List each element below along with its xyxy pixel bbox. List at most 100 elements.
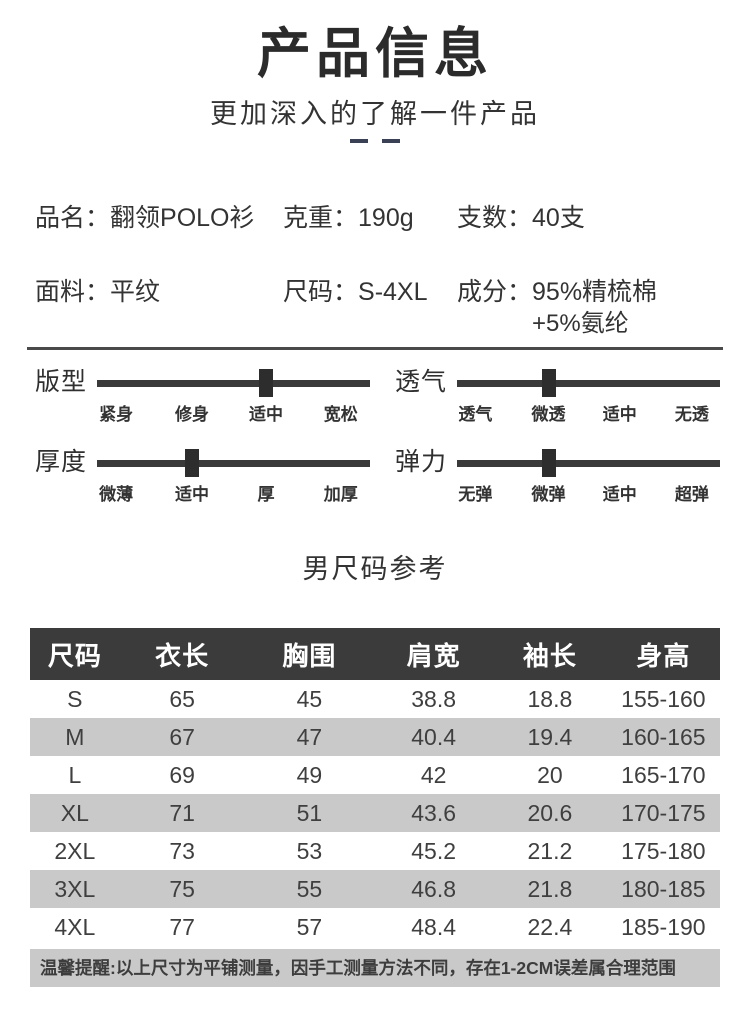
slider-track <box>97 460 370 467</box>
attribute-row: 品名： 翻领POLO衫 克重： 190g 支数： 40支 <box>35 201 720 235</box>
slider-name: 厚度 <box>35 448 88 476</box>
size-cell: 3XL <box>54 875 96 902</box>
slider-tick-label: 厚 <box>257 485 275 504</box>
measurement-cell: 155-160 <box>621 685 706 712</box>
slider-tick-label: 紧身 <box>99 405 134 424</box>
measurement-cell: 22.4 <box>527 913 573 940</box>
slider-fit: 版型 紧身 修身 适中 宽松 <box>25 364 370 444</box>
measurement-cell: 77 <box>169 913 195 940</box>
page-subtitle: 更加深入的了解一件产品 <box>210 99 540 129</box>
attribute-value-line: S-4XL <box>358 278 428 306</box>
table-row: 2XL 73 53 45.2 21.2 175-180 <box>30 832 720 870</box>
measurement-cell: 51 <box>296 799 323 826</box>
attribute-weight: 克重： 190g <box>283 201 457 235</box>
measurement-cell: 47 <box>296 723 323 750</box>
measurement-cell: 55 <box>296 875 323 902</box>
measurement-cell: 180-185 <box>621 875 706 902</box>
measurement-cell: 21.2 <box>527 837 573 864</box>
table-row: 3XL 75 55 46.8 21.8 180-185 <box>30 870 720 908</box>
size-cell: 2XL <box>54 837 96 864</box>
slider-marker[interactable] <box>258 369 273 397</box>
attribute-label: 尺码： <box>283 278 359 306</box>
measurement-cell: 73 <box>169 837 195 864</box>
measurement-cell: 69 <box>169 761 195 788</box>
table-row: 4XL 77 57 48.4 22.4 185-190 <box>30 908 720 946</box>
measurement-cell: 160-165 <box>621 723 706 750</box>
measurement-cell: 19.4 <box>527 723 573 750</box>
attribute-value-line: 40支 <box>532 204 585 232</box>
attribute-product-name: 品名： 翻领POLO衫 <box>35 201 283 235</box>
subtitle-dash <box>382 139 400 143</box>
size-chart-table: 尺码 衣长 胸围 肩宽 袖长 身高 S 65 45 38.8 18.8 155-160 M 67 47 40.… <box>30 628 720 946</box>
attribute-value: 95%精梳棉 +5%氨纶 <box>532 275 657 339</box>
attributes-section: 品名： 翻领POLO衫 克重： 190g 支数： 40支 面料： 平纹 尺码： S-4XL 成分： 9… <box>0 201 750 339</box>
slider-breathability: 透气 透气 微透 适中 无透 <box>385 364 720 444</box>
table-row: XL 71 51 43.6 20.6 170-175 <box>30 794 720 832</box>
attribute-value: 翻领POLO衫 <box>110 201 254 235</box>
measurement-cell: 48.4 <box>411 913 456 940</box>
slider-marker[interactable] <box>185 449 199 477</box>
slider-body: 透气 微透 适中 无透 <box>457 364 720 444</box>
attribute-yarn-count: 支数： 40支 <box>457 201 720 235</box>
attribute-value-line: +5%氨纶 <box>532 310 629 337</box>
measurement-cell: 57 <box>296 913 323 940</box>
measurement-cell: 20.6 <box>527 799 573 826</box>
slider-name: 弹力 <box>395 448 448 476</box>
measurement-cell: 18.8 <box>527 685 573 712</box>
attribute-value-line: 翻领POLO衫 <box>110 204 255 232</box>
attribute-label: 成分： <box>457 278 533 306</box>
table-header-cell: 胸围 <box>282 640 337 671</box>
measurement-cell: 43.6 <box>411 799 456 826</box>
slider-tick-label: 加厚 <box>323 485 358 504</box>
attribute-label: 面料： <box>35 278 111 306</box>
table-header-cell: 衣长 <box>155 640 210 671</box>
measurement-cell: 46.8 <box>411 875 456 902</box>
measurement-cell: 185-190 <box>621 913 706 940</box>
section-divider <box>27 347 723 350</box>
size-cell: L <box>68 761 82 788</box>
attribute-value: 平纹 <box>110 275 160 339</box>
slider-body: 微薄 适中 厚 加厚 <box>97 444 370 524</box>
slider-track <box>457 380 720 387</box>
attribute-label: 克重： <box>283 204 359 232</box>
attribute-value: S-4XL <box>358 275 427 339</box>
measurement-cell: 21.8 <box>527 875 573 902</box>
attribute-value-line: 95%精梳棉 <box>532 278 658 306</box>
attribute-fabric: 面料： 平纹 <box>35 275 283 339</box>
slider-tick-label: 适中 <box>602 485 637 504</box>
slider-tick-label: 微弹 <box>531 485 566 504</box>
attribute-value-line: 平纹 <box>110 278 161 306</box>
table-header-cell: 肩宽 <box>406 640 461 671</box>
attribute-label: 支数： <box>457 204 533 232</box>
subtitle-dashes <box>0 139 750 143</box>
attribute-value: 40支 <box>532 201 585 235</box>
measurement-cell: 42 <box>420 761 447 788</box>
table-header-row: 尺码 衣长 胸围 肩宽 袖长 身高 <box>30 628 720 680</box>
attribute-label: 品名： <box>35 204 111 232</box>
slider-tick-label: 适中 <box>248 405 283 424</box>
measurement-cell: 20 <box>537 761 563 788</box>
slider-marker[interactable] <box>541 369 556 397</box>
page-title: 产品信息 <box>257 24 493 84</box>
slider-marker[interactable] <box>541 449 556 477</box>
subtitle-dash <box>350 139 368 143</box>
size-cell: 4XL <box>54 913 96 940</box>
slider-body: 紧身 修身 适中 宽松 <box>97 364 370 444</box>
measurement-cell: 67 <box>169 723 195 750</box>
slider-tick-label: 无弹 <box>458 485 493 504</box>
table-row: L 69 49 42 20 165-170 <box>30 756 720 794</box>
table-header-cell: 袖长 <box>522 640 577 671</box>
slider-thickness: 厚度 微薄 适中 厚 加厚 <box>25 444 370 524</box>
slider-track <box>97 380 370 387</box>
table-header-cell: 身高 <box>636 640 691 671</box>
measurement-cell: 49 <box>296 761 323 788</box>
size-chart-title: 男尺码参考 <box>302 554 448 584</box>
slider-tick-label: 微透 <box>531 405 566 424</box>
slider-tick-label: 适中 <box>175 485 209 504</box>
attribute-row: 面料： 平纹 尺码： S-4XL 成分： 95%精梳棉 +5%氨纶 <box>35 275 720 339</box>
measurement-cell: 53 <box>296 837 323 864</box>
slider-track <box>457 460 720 467</box>
slider-tick-label: 微薄 <box>99 485 134 504</box>
slider-name: 透气 <box>395 368 448 396</box>
